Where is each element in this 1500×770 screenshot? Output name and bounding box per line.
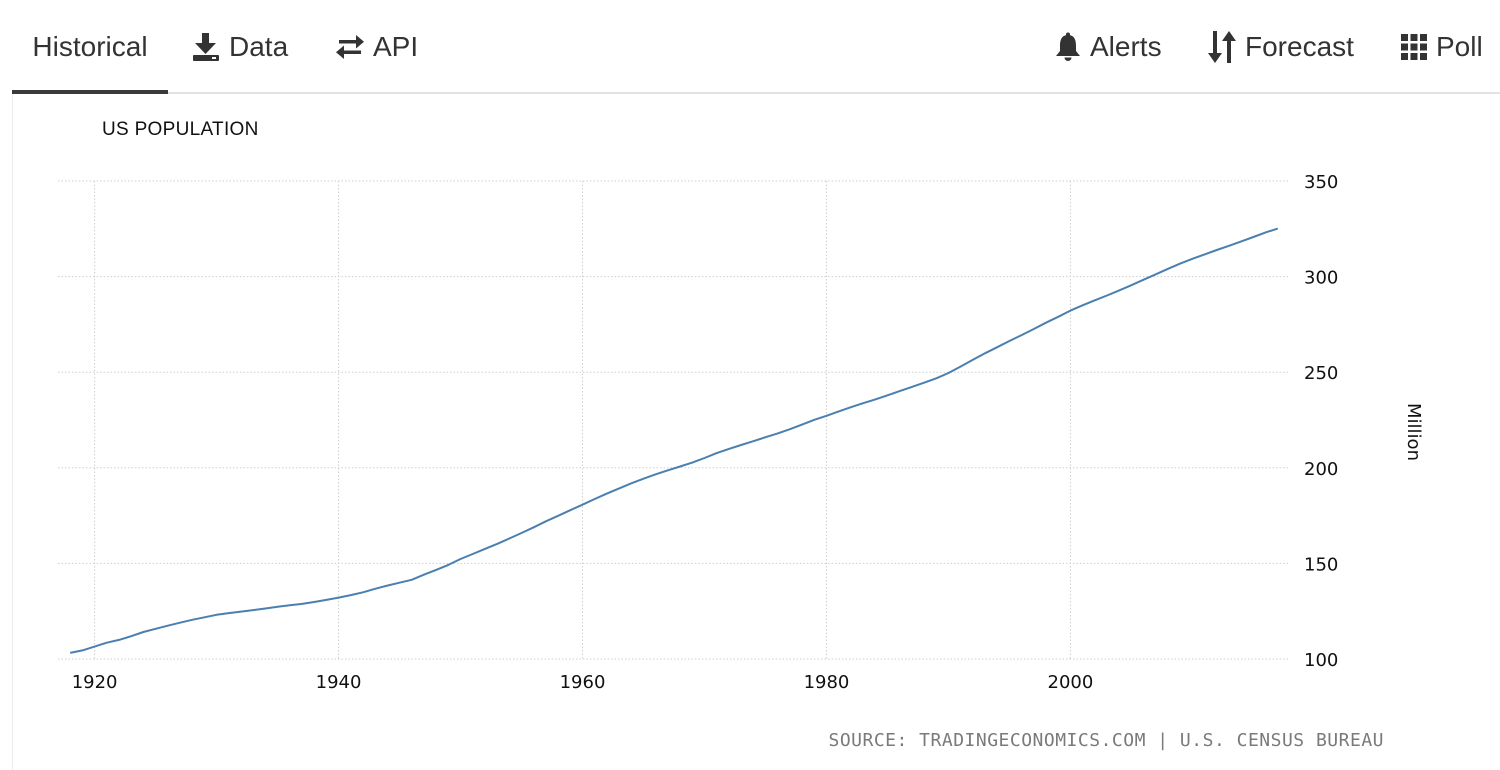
grid-lines [58,180,1290,660]
tab-poll[interactable]: Poll [1401,0,1483,94]
y-axis-unit-label: Million [1403,403,1424,461]
sort-arrows-icon [1208,31,1236,63]
swap-arrows-icon [336,35,364,59]
y-tick-label: 150 [1304,554,1338,575]
bell-icon [1055,32,1081,62]
tab-forecast[interactable]: Forecast [1208,0,1354,94]
x-tick-label: 1940 [316,672,362,693]
x-tick-label: 2000 [1048,672,1094,693]
y-tick-label: 300 [1304,268,1338,289]
tab-api-label: API [373,31,419,62]
y-tick-label: 200 [1304,459,1338,480]
tab-poll-label: Poll [1436,31,1483,62]
tab-alerts[interactable]: Alerts [1055,0,1162,94]
series-layer [69,227,1279,654]
y-tick-label: 100 [1304,650,1338,671]
series-line [69,227,1279,654]
x-tick-label: 1980 [804,672,850,693]
tab-alerts-label: Alerts [1090,31,1162,62]
chart-panel [12,94,1500,770]
tab-data[interactable]: Data [192,0,288,94]
source-attribution: SOURCE: TRADINGECONOMICS.COM | U.S. CENS… [828,730,1384,751]
tab-historical-label: Historical [32,31,148,62]
y-tick-label: 350 [1304,172,1338,193]
tab-bar: Historical Data API [12,0,1500,94]
grid-icon [1401,34,1427,60]
y-tick-label: 250 [1304,363,1338,384]
tab-historical[interactable]: Historical [12,0,168,94]
chart-title: US POPULATION [102,119,259,140]
x-tick-label: 1920 [72,672,118,693]
tab-forecast-label: Forecast [1245,31,1354,62]
axis-labels: 100 150 200 250 300 350 1920 1940 1960 1980 2000 [72,172,1339,693]
download-icon [192,32,220,62]
tab-api[interactable]: API [336,0,418,94]
tab-data-label: Data [229,31,289,62]
x-tick-label: 1960 [560,672,606,693]
